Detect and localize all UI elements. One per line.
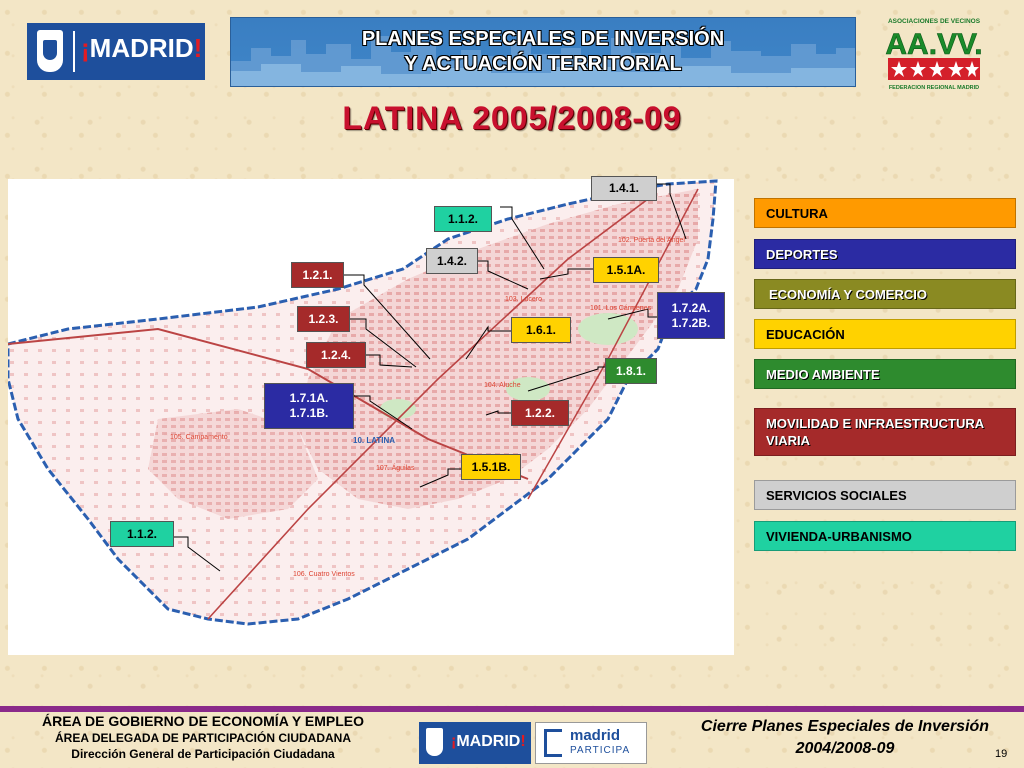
legend-medio-ambiente: MEDIO AMBIENTE	[754, 359, 1016, 389]
aavv-top-text: ASOCIACIONES DE VECINOS	[888, 18, 981, 25]
callout-1-4-2: 1.4.2.	[426, 248, 478, 274]
callout-1-1-2: 1.1.2.	[434, 206, 492, 232]
neighborhood-label: 101. Los Cármenes	[590, 305, 652, 312]
page-title: LATINA 2005/2008-09	[342, 100, 682, 136]
neighborhood-label: 103. Lucero	[505, 296, 542, 303]
footer-madrid-logo: ¡MADRID!	[419, 722, 531, 764]
legend-vivienda-urbanismo: VIVIENDA-URBANISMO	[754, 521, 1016, 551]
footer-line2: ÁREA DELEGADA DE PARTICIPACIÓN CIUDADANA	[54, 731, 351, 745]
callout-1-5-1b: 1.5.1B.	[461, 454, 521, 480]
park-area	[578, 313, 638, 345]
neighborhood-label: 104. Aluche	[484, 382, 521, 389]
callout-1-4-1: 1.4.1.	[591, 176, 657, 201]
neighborhood-label: 102. Puerta del Angel	[618, 237, 685, 244]
legend-cultura: CULTURA	[754, 198, 1016, 228]
urban-area-west	[148, 409, 318, 519]
banner-title-line2: Y ACTUACIÓN TERRITORIAL	[404, 53, 682, 75]
district-label: 10. LATINA	[353, 436, 395, 445]
legend-educacion: EDUCACIÓN	[754, 319, 1016, 349]
callout-1-5-1a: 1.5.1A.	[593, 257, 659, 283]
footer-madrid-participa-logo: madrid PARTICIPA	[535, 722, 647, 764]
callout-1-2-3: 1.2.3.	[297, 306, 350, 332]
park-area	[380, 399, 416, 419]
page-number: 19	[995, 748, 1008, 760]
legend-economia-comercio: ECONOMÍA Y COMERCIO	[754, 279, 1016, 309]
aavv-mark-text: AA.VV.	[885, 28, 982, 61]
callout-1-7-1ab: 1.7.1A. 1.7.1B.	[264, 383, 354, 429]
legend-deportes: DEPORTES	[754, 239, 1016, 269]
madrid-shield-icon	[426, 728, 443, 756]
callout-1-2-2: 1.2.2.	[511, 400, 569, 426]
legend-servicios-sociales: SERVICIOS SOCIALES	[754, 480, 1016, 510]
callout-1-1-2-b: 1.1.2.	[110, 521, 174, 547]
callout-1-8-1: 1.8.1.	[605, 358, 657, 384]
callout-leaders	[174, 183, 687, 572]
road	[207, 198, 649, 620]
aavv-stars-icon	[891, 61, 979, 77]
footer-organization: ÁREA DE GOBIERNO DE ECONOMÍA Y EMPLEO ÁR…	[0, 713, 406, 761]
participa-mark-icon	[544, 729, 562, 757]
logo-divider	[73, 31, 75, 72]
title-banner: PLANES ESPECIALES DE INVERSIÓN Y ACTUACI…	[230, 17, 856, 87]
callout-1-2-1: 1.2.1.	[291, 262, 344, 288]
madrid-shield-icon	[37, 30, 63, 72]
neighborhood-label: 105. Campamento	[170, 434, 228, 441]
map-drawing: 102. Puerta del Angel 103. Lucero 101. L…	[8, 179, 718, 626]
footer-line1: ÁREA DE GOBIERNO DE ECONOMÍA Y EMPLEO	[41, 713, 365, 729]
aavv-logo: ASOCIACIONES DE VECINOS AA.VV. FEDERACIO…	[882, 14, 986, 92]
banner-title-line1: PLANES ESPECIALES DE INVERSIÓN	[361, 28, 725, 50]
district-map: 102. Puerta del Angel 103. Lucero 101. L…	[8, 176, 734, 655]
madrid-logo: ¡MADRID!	[27, 23, 205, 80]
aavv-bottom-text: FEDERACION REGIONAL MADRID	[889, 85, 979, 91]
footer-line3: Dirección General de Participación Ciuda…	[71, 747, 335, 761]
neighborhood-label: 107. Águilas	[376, 463, 415, 472]
footer-divider	[0, 706, 1024, 712]
callout-1-7-2ab: 1.7.2A. 1.7.2B.	[657, 292, 725, 339]
park-area	[506, 377, 550, 401]
legend-movilidad: MOVILIDAD E INFRAESTRUCTURA VIARIA	[754, 408, 1016, 456]
footer-presentation-title: Cierre Planes Especiales de Inversión 20…	[700, 718, 990, 757]
road	[8, 327, 529, 480]
callout-1-2-4: 1.2.4.	[306, 342, 366, 368]
callout-1-6-1: 1.6.1.	[511, 317, 571, 343]
madrid-logo-text: ¡MADRID!	[81, 33, 203, 63]
skyline-graphic	[231, 36, 855, 86]
neighborhood-label: 106. Cuatro Vientos	[293, 571, 355, 578]
